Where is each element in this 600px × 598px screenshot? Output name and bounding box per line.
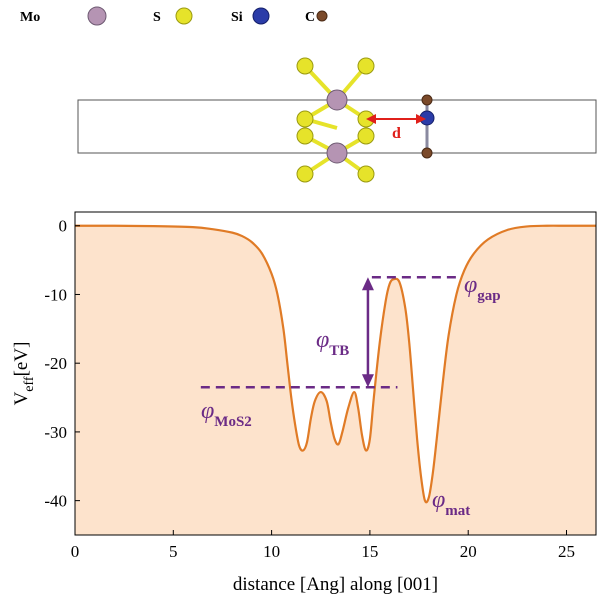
y-tick-label: -40: [44, 492, 67, 511]
s-atom: [296, 57, 314, 75]
y-tick-label: 0: [59, 217, 68, 236]
s-atom: [357, 57, 375, 75]
arrowhead-up-icon: [361, 277, 374, 291]
s-atom: [357, 165, 375, 183]
distance-arrowhead-right-icon: [416, 114, 426, 124]
phi-gap-label: φgap: [464, 272, 501, 304]
c-atom: [421, 94, 433, 106]
x-tick-label: 25: [558, 542, 575, 561]
axis-ticks: 0 5 10 15 20 25 0 -10 -20 -30 -40: [44, 217, 575, 561]
s-atom: [296, 127, 314, 145]
c-atom: [421, 147, 433, 159]
legend-label-si: Si: [231, 10, 243, 25]
x-tick-label: 5: [169, 542, 178, 561]
legend-label-mo: Mo: [20, 10, 40, 25]
y-axis-label-sub: eff: [22, 376, 37, 392]
y-tick-label: -10: [44, 285, 67, 304]
y-axis-label: Veff[eV]: [11, 342, 37, 406]
s-atom: [296, 165, 314, 183]
y-axis-label-unit: [eV]: [11, 342, 32, 377]
phi-tb-label: φTB: [316, 327, 349, 359]
distance-arrowhead-left-icon: [366, 114, 376, 124]
y-axis-label-main: V: [11, 391, 32, 405]
y-tick-label: -30: [44, 423, 67, 442]
x-tick-label: 0: [71, 542, 80, 561]
atomic-structure: d: [77, 57, 597, 183]
legend-c-atom-icon: [316, 10, 328, 22]
plot-frame: [74, 211, 597, 536]
annotations: φgap φTB φMoS2 φmat: [200, 272, 501, 519]
s-atom: [296, 110, 314, 128]
legend-s-atom-icon: [175, 7, 193, 25]
x-tick-label: 10: [263, 542, 280, 561]
potential-chart: 0 5 10 15 20 25 0 -10 -20 -30 -40 φgap φTB φMoS2 φmat…: [11, 211, 597, 595]
arrowhead-down-icon: [361, 374, 374, 388]
distance-label: d: [392, 125, 401, 142]
legend-label-s: S: [153, 10, 161, 25]
potential-line: [74, 224, 596, 504]
legend-label-c: C: [305, 10, 315, 25]
legend-si-atom-icon: [252, 7, 270, 25]
phi-mat-label: φmat: [432, 487, 470, 519]
x-tick-label: 20: [460, 542, 477, 561]
mo-atom: [326, 89, 348, 111]
mo-atom: [326, 142, 348, 164]
legend: Mo S Si C: [20, 6, 328, 26]
y-tick-label: -20: [44, 354, 67, 373]
phi-mos2-label: φMoS2: [201, 398, 252, 430]
legend-mo-atom-icon: [87, 6, 107, 26]
potential-area: [75, 225, 596, 535]
x-tick-label: 15: [361, 542, 378, 561]
x-axis-label: distance [Ang] along [001]: [233, 574, 438, 595]
s-atom: [357, 127, 375, 145]
